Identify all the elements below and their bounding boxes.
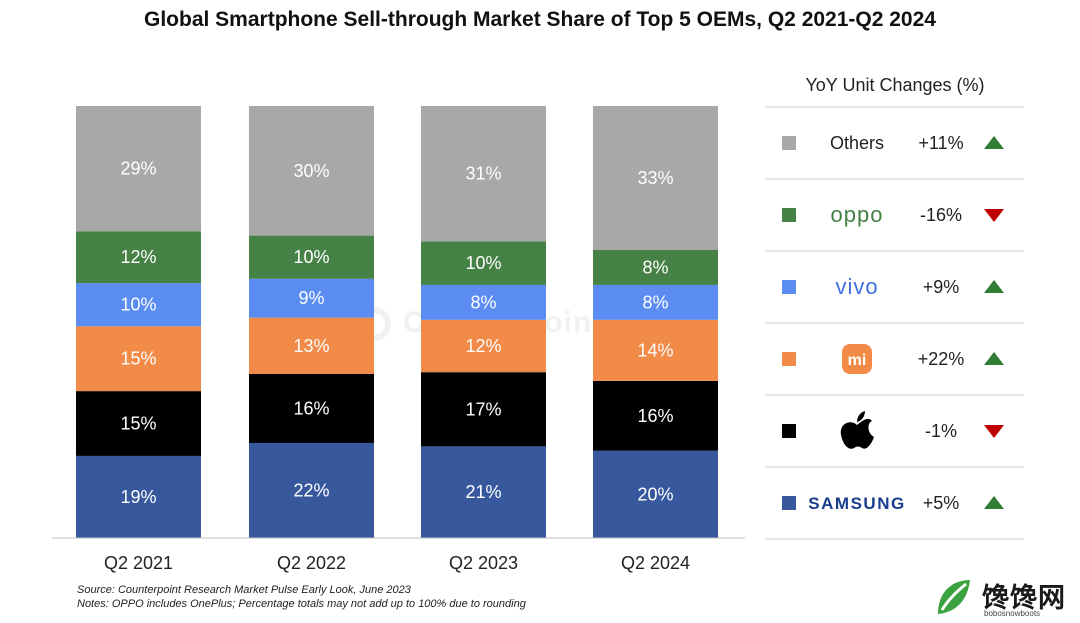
legend-item-apple: -1% — [782, 411, 1004, 449]
legend-label-xiaomi: mi — [848, 352, 867, 369]
apple-logo-icon — [840, 411, 874, 449]
watermark-ring-icon — [357, 307, 391, 342]
legend-change-apple: -1% — [925, 421, 957, 441]
triangle-up-icon-others — [984, 136, 1004, 149]
legend-change-others: +11% — [918, 133, 963, 153]
bar-segment-others-2 — [249, 106, 374, 236]
leaf-logo-icon — [938, 580, 970, 614]
source-note: Source: Counterpoint Research Market Pul… — [77, 584, 411, 596]
data-label-apple-1: 15% — [120, 414, 156, 434]
x-tick-label-2: Q2 2022 — [277, 553, 346, 573]
data-label-others-2: 30% — [293, 161, 329, 181]
triangle-up-icon-xiaomi — [984, 352, 1004, 365]
data-label-samsung-2: 22% — [293, 480, 329, 500]
legend-item-samsung: SAMSUNG +5% — [782, 493, 1004, 513]
x-tick-label-3: Q2 2023 — [449, 553, 518, 573]
bar-segment-vivo-1 — [76, 283, 201, 327]
data-label-vivo-2: 9% — [298, 288, 324, 308]
legend-change-oppo: -16% — [920, 205, 962, 225]
data-label-vivo-4: 8% — [642, 292, 668, 312]
legend-swatch-vivo — [782, 280, 796, 294]
data-label-xiaomi-4: 14% — [637, 340, 673, 360]
bar-segment-samsung-4 — [593, 450, 718, 538]
data-label-oppo-1: 12% — [120, 247, 156, 267]
data-label-others-3: 31% — [465, 164, 501, 184]
triangle-down-icon-oppo — [984, 209, 1004, 222]
data-label-apple-3: 17% — [465, 399, 501, 419]
site-name: 馋馋网 — [982, 583, 1066, 613]
counterpoint-watermark: Counterpoint — [357, 306, 604, 342]
bar-segment-samsung-1 — [76, 455, 201, 538]
x-tick-label-4: Q2 2024 — [621, 553, 690, 573]
bar-segment-xiaomi-2 — [249, 317, 374, 374]
bar-segment-samsung-2 — [249, 442, 374, 538]
legend-label-samsung: SAMSUNG — [808, 494, 905, 513]
legend-swatch-apple — [782, 424, 796, 438]
bar-segment-vivo-2 — [249, 278, 374, 318]
legend-swatch-others — [782, 136, 796, 150]
data-label-samsung-1: 19% — [120, 487, 156, 507]
bar-segment-others-3 — [421, 106, 546, 242]
data-label-oppo-3: 10% — [465, 253, 501, 273]
data-label-samsung-3: 21% — [465, 482, 501, 502]
legend-item-vivo: vivo +9% — [782, 274, 1004, 299]
triangle-up-icon-vivo — [984, 280, 1004, 293]
bar-segment-samsung-3 — [421, 446, 546, 538]
site-domain: bobosnowboots — [984, 609, 1041, 618]
watermark-text: Counterpoint — [403, 306, 604, 339]
triangle-down-icon-apple — [984, 425, 1004, 438]
bar-segment-oppo-3 — [421, 241, 546, 285]
data-label-xiaomi-2: 13% — [293, 336, 329, 356]
data-label-oppo-2: 10% — [293, 247, 329, 267]
bar-segment-apple-4 — [593, 380, 718, 451]
chart-title: Global Smartphone Sell-through Market Sh… — [144, 8, 936, 31]
legend-swatch-oppo — [782, 208, 796, 222]
bar-segment-oppo-1 — [76, 231, 201, 284]
bar-segment-vivo-4 — [593, 284, 718, 320]
legend-item-others: Others +11% — [782, 133, 1004, 153]
bar-segment-oppo-4 — [593, 250, 718, 285]
bar-segment-others-1 — [76, 106, 201, 232]
data-label-samsung-4: 20% — [637, 484, 673, 504]
bar-segment-xiaomi-4 — [593, 319, 718, 381]
bar-segment-oppo-2 — [249, 235, 374, 279]
data-label-others-1: 29% — [120, 159, 156, 179]
legend-label-vivo: vivo — [835, 274, 878, 299]
yoy-legend: YoY Unit Changes (%) Others +11% oppo -16% vi… — [765, 75, 1024, 540]
data-label-others-4: 33% — [637, 168, 673, 188]
legend-label-oppo: oppo — [831, 202, 884, 227]
bar-segment-xiaomi-1 — [76, 326, 201, 392]
data-label-vivo-1: 10% — [120, 295, 156, 315]
legend-change-samsung: +5% — [923, 493, 960, 513]
data-label-apple-4: 16% — [637, 406, 673, 426]
xiaomi-logo-icon — [842, 344, 872, 374]
x-tick-labels: Q2 2021 Q2 2022 Q2 2023 Q2 2024 — [104, 553, 690, 573]
data-label-apple-2: 16% — [293, 398, 329, 418]
legend-change-vivo: +9% — [923, 277, 960, 297]
bar-segment-others-4 — [593, 106, 718, 250]
triangle-up-icon-samsung — [984, 496, 1004, 509]
bar-segment-apple-1 — [76, 391, 201, 456]
legend-item-xiaomi: mi +22% — [782, 344, 1004, 374]
x-tick-label-1: Q2 2021 — [104, 553, 173, 573]
data-label-oppo-4: 8% — [642, 257, 668, 277]
bar-segment-apple-3 — [421, 372, 546, 447]
chart-notes: Source: Counterpoint Research Market Pul… — [77, 583, 526, 611]
legend-swatch-samsung — [782, 496, 796, 510]
legend-title: YoY Unit Changes (%) — [805, 75, 984, 95]
data-label-xiaomi-1: 15% — [120, 349, 156, 369]
legend-swatch-xiaomi — [782, 352, 796, 366]
rounding-note: Notes: OPPO includes OnePlus; Percentage… — [77, 598, 526, 610]
legend-label-others: Others — [830, 133, 884, 153]
legend-change-xiaomi: +22% — [918, 349, 965, 369]
site-logo: 馋馋网 bobosnowboots — [932, 576, 1072, 620]
bar-segment-apple-2 — [249, 373, 374, 443]
legend-item-oppo: oppo -16% — [782, 202, 1004, 227]
